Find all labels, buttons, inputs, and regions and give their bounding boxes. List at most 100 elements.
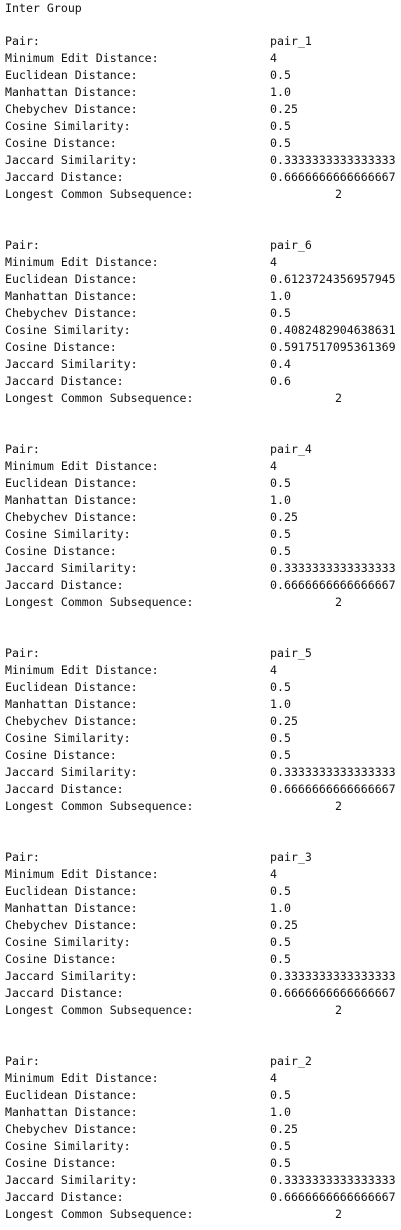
metric-value: 2 <box>335 187 342 201</box>
metric-value: pair_4 <box>270 442 312 456</box>
metric-label: Chebychev Distance: <box>5 306 138 320</box>
metric-value: 0.25 <box>270 918 298 932</box>
metric-value: 0.5 <box>270 884 291 898</box>
metric-label: Cosine Distance: <box>5 748 117 762</box>
metric-label: Minimum Edit Distance: <box>5 51 159 65</box>
metric-value: pair_3 <box>270 850 312 864</box>
metric-label: Longest Common Subsequence: <box>5 187 194 201</box>
metric-label: Euclidean Distance: <box>5 884 138 898</box>
metric-label: Pair: <box>5 1054 40 1068</box>
metric-value: 0.5 <box>270 1088 291 1102</box>
metric-value: 0.5 <box>270 68 291 82</box>
metric-label: Euclidean Distance: <box>5 272 138 286</box>
metric-value: 0.3333333333333333 <box>270 1173 396 1187</box>
metric-label: Cosine Distance: <box>5 952 117 966</box>
metric-label: Longest Common Subsequence: <box>5 1207 194 1221</box>
metric-label: Longest Common Subsequence: <box>5 1003 194 1017</box>
metric-label: Chebychev Distance: <box>5 510 138 524</box>
metric-value: 0.4082482904638631 <box>270 323 396 337</box>
metric-label: Cosine Similarity: <box>5 1139 131 1153</box>
metric-value: 2 <box>335 799 342 813</box>
metric-value: 0.5 <box>270 1139 291 1153</box>
metric-value: 1.0 <box>270 85 291 99</box>
metric-value: 0.5 <box>270 935 291 949</box>
metric-value: 0.3333333333333333 <box>270 153 396 167</box>
metric-label: Cosine Similarity: <box>5 527 131 541</box>
metric-label: Jaccard Distance: <box>5 578 124 592</box>
metric-value: 0.5917517095361369 <box>270 340 396 354</box>
metric-label: Cosine Similarity: <box>5 119 131 133</box>
metric-value: 0.25 <box>270 714 298 728</box>
metric-label: Manhattan Distance: <box>5 493 138 507</box>
metric-value: 0.5 <box>270 680 291 694</box>
metric-value: 2 <box>335 1003 342 1017</box>
metric-value: 0.6666666666666667 <box>270 1190 396 1204</box>
metric-label: Jaccard Distance: <box>5 986 124 1000</box>
metric-label: Jaccard Distance: <box>5 1190 124 1204</box>
metric-value: 0.5 <box>270 748 291 762</box>
metric-value: 1.0 <box>270 1105 291 1119</box>
metric-value: 4 <box>270 51 277 65</box>
metric-value: pair_2 <box>270 1054 312 1068</box>
metric-value: 0.3333333333333333 <box>270 969 396 983</box>
metric-value: 0.5 <box>270 527 291 541</box>
metric-value: 0.6666666666666667 <box>270 986 396 1000</box>
metric-value: 0.4 <box>270 357 291 371</box>
metric-label: Longest Common Subsequence: <box>5 799 194 813</box>
metric-value: pair_6 <box>270 238 312 252</box>
metric-label: Longest Common Subsequence: <box>5 391 194 405</box>
metric-value: 1.0 <box>270 289 291 303</box>
metric-label: Jaccard Similarity: <box>5 357 138 371</box>
metric-label: Chebychev Distance: <box>5 714 138 728</box>
metric-value: 2 <box>335 1207 342 1221</box>
metric-label: Euclidean Distance: <box>5 680 138 694</box>
metric-label: Cosine Similarity: <box>5 323 131 337</box>
metric-label: Jaccard Similarity: <box>5 561 138 575</box>
metric-value: 0.3333333333333333 <box>270 561 396 575</box>
metric-label: Minimum Edit Distance: <box>5 663 159 677</box>
metric-label: Jaccard Similarity: <box>5 1173 138 1187</box>
metric-value: 0.5 <box>270 731 291 745</box>
metric-value: 0.25 <box>270 1122 298 1136</box>
metric-value: 0.5 <box>270 952 291 966</box>
metric-value: 0.5 <box>270 476 291 490</box>
metric-value: 4 <box>270 1071 277 1085</box>
metric-label: Pair: <box>5 442 40 456</box>
metric-label: Euclidean Distance: <box>5 476 138 490</box>
metric-label: Minimum Edit Distance: <box>5 1071 159 1085</box>
metric-value: 1.0 <box>270 901 291 915</box>
output-header: Inter Group <box>5 1 82 15</box>
metric-label: Jaccard Similarity: <box>5 969 138 983</box>
metric-label: Jaccard Similarity: <box>5 765 138 779</box>
metric-value: 0.6666666666666667 <box>270 782 396 796</box>
metric-label: Pair: <box>5 34 40 48</box>
metric-value: 0.5 <box>270 136 291 150</box>
metric-value: 0.5 <box>270 544 291 558</box>
metric-label: Minimum Edit Distance: <box>5 459 159 473</box>
metric-value: pair_1 <box>270 34 312 48</box>
metric-value: pair_5 <box>270 646 312 660</box>
metric-label: Cosine Distance: <box>5 544 117 558</box>
metric-label: Manhattan Distance: <box>5 697 138 711</box>
metric-value: 0.5 <box>270 1156 291 1170</box>
metric-value: 2 <box>335 595 342 609</box>
metric-label: Cosine Similarity: <box>5 731 131 745</box>
metric-label: Euclidean Distance: <box>5 68 138 82</box>
metric-label: Cosine Similarity: <box>5 935 131 949</box>
metric-label: Manhattan Distance: <box>5 85 138 99</box>
metric-label: Minimum Edit Distance: <box>5 867 159 881</box>
metric-label: Euclidean Distance: <box>5 1088 138 1102</box>
metric-label: Chebychev Distance: <box>5 102 138 116</box>
metric-label: Longest Common Subsequence: <box>5 595 194 609</box>
metric-label: Pair: <box>5 850 40 864</box>
metric-value: 0.25 <box>270 102 298 116</box>
metric-label: Chebychev Distance: <box>5 918 138 932</box>
metric-value: 4 <box>270 867 277 881</box>
metric-value: 4 <box>270 663 277 677</box>
metric-value: 0.5 <box>270 119 291 133</box>
metric-value: 0.3333333333333333 <box>270 765 396 779</box>
metric-label: Chebychev Distance: <box>5 1122 138 1136</box>
metric-label: Cosine Distance: <box>5 136 117 150</box>
metric-label: Jaccard Similarity: <box>5 153 138 167</box>
metric-label: Manhattan Distance: <box>5 289 138 303</box>
